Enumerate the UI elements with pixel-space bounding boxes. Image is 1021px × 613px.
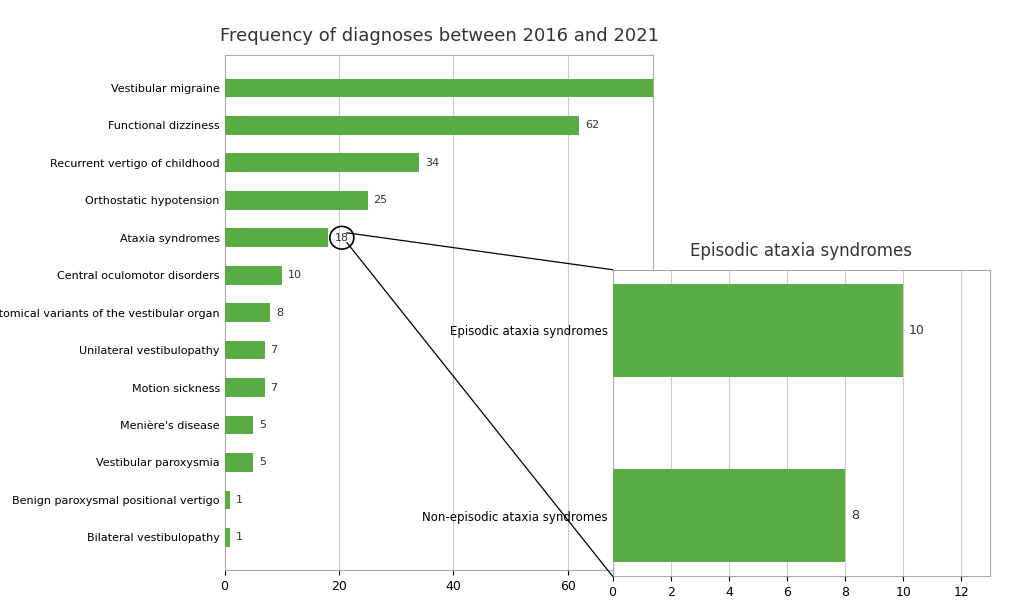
Text: 5: 5 [259, 457, 265, 468]
Bar [225, 416, 253, 435]
Bar [225, 303, 271, 322]
Text: 1: 1 [236, 495, 243, 505]
Bar [225, 78, 1021, 97]
Text: 25: 25 [374, 196, 387, 205]
Bar [225, 153, 419, 172]
Text: 34: 34 [425, 158, 439, 168]
Title: Episodic ataxia syndromes: Episodic ataxia syndromes [690, 242, 913, 260]
Text: 8: 8 [276, 308, 283, 318]
Text: 62: 62 [585, 120, 599, 131]
Text: 10: 10 [909, 324, 925, 337]
Bar [225, 378, 264, 397]
Bar [225, 229, 328, 247]
Bar [613, 470, 845, 562]
Bar [225, 116, 579, 135]
Bar [225, 490, 231, 509]
Text: 8: 8 [850, 509, 859, 522]
Text: 5: 5 [259, 420, 265, 430]
Bar [613, 284, 904, 376]
Text: 1: 1 [236, 532, 243, 543]
Bar [225, 191, 368, 210]
Text: 7: 7 [271, 345, 278, 355]
Text: 18: 18 [335, 233, 349, 243]
Title: Frequency of diagnoses between 2016 and 2021: Frequency of diagnoses between 2016 and … [220, 28, 659, 45]
Bar [225, 341, 264, 359]
Text: 7: 7 [271, 383, 278, 392]
Text: 10: 10 [288, 270, 301, 280]
Bar [225, 453, 253, 472]
Bar [225, 266, 282, 284]
Bar [225, 528, 231, 547]
